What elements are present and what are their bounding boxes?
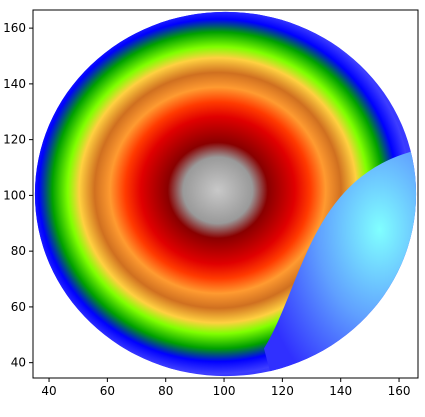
x-tick-label: 60: [100, 384, 115, 398]
y-tick-label: 140: [3, 77, 26, 91]
y-tick-label: 60: [11, 300, 26, 314]
x-tick-label: 160: [388, 384, 411, 398]
y-tick-label: 120: [3, 133, 26, 147]
image: [34, 11, 417, 377]
x-tick-label: 120: [271, 384, 294, 398]
x-tick-label: 80: [158, 384, 173, 398]
y-tick-label: 80: [11, 244, 26, 258]
y-tick-label: 40: [11, 356, 26, 370]
axes-frame: [32, 9, 419, 379]
x-tick-label: 40: [41, 384, 56, 398]
x-tick-label: 100: [213, 384, 236, 398]
x-tick-label: 140: [329, 384, 352, 398]
plot-area: [34, 11, 417, 377]
y-tick-label: 160: [3, 21, 26, 35]
y-tick-label: 100: [3, 188, 26, 202]
